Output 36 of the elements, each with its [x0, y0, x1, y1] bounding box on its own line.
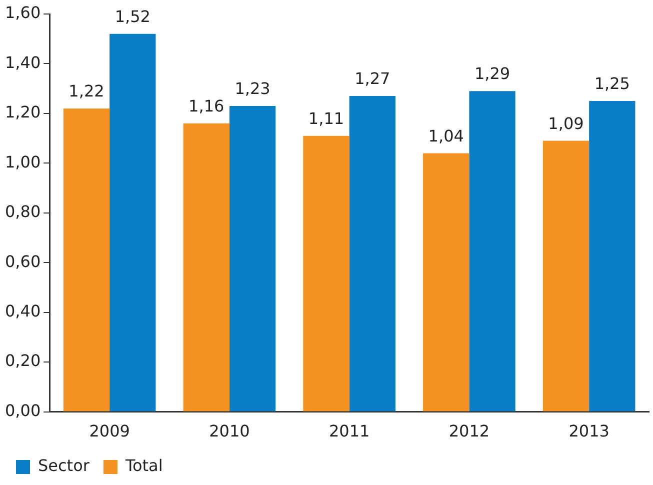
- data-label: 1,29: [474, 64, 510, 84]
- bar: [183, 123, 230, 412]
- data-label: 1,27: [354, 69, 390, 88]
- bar: [469, 91, 516, 412]
- bar: [229, 106, 276, 412]
- bar: [349, 96, 396, 412]
- data-label: 1,11: [308, 108, 344, 128]
- x-tick-label: 2013: [568, 422, 610, 441]
- bar: [589, 101, 636, 412]
- x-tick-label: 2009: [89, 422, 130, 441]
- legend-label: Total: [124, 456, 163, 476]
- y-tick-label: 0,80: [5, 202, 41, 222]
- y-tick-label: 0,60: [5, 252, 41, 271]
- y-tick-label: 1,20: [5, 102, 41, 122]
- data-label: 1,23: [234, 79, 270, 98]
- y-tick-label: 0,40: [5, 302, 41, 321]
- x-tick-label: 2010: [209, 422, 250, 441]
- legend-label: Sector: [38, 456, 90, 476]
- data-label: 1,04: [428, 126, 464, 146]
- y-tick-label: 1,60: [5, 3, 41, 22]
- bar: [423, 153, 470, 412]
- x-tick-label: 2011: [328, 422, 370, 441]
- bar: [63, 108, 110, 412]
- y-tick-label: 0,20: [5, 351, 41, 370]
- data-label: 1,09: [548, 114, 584, 133]
- data-label: 1,52: [114, 7, 150, 26]
- data-label: 1,22: [68, 82, 104, 101]
- bar: [542, 140, 590, 412]
- data-label: 1,25: [594, 74, 630, 94]
- y-tick-label: 0,00: [5, 400, 41, 420]
- y-tick-label: 1,00: [5, 152, 41, 172]
- y-tick-label: 1,40: [5, 52, 41, 72]
- bar: [110, 34, 156, 412]
- x-tick-label: 2012: [448, 422, 490, 441]
- data-label: 1,16: [188, 96, 224, 116]
- bar: [303, 136, 350, 412]
